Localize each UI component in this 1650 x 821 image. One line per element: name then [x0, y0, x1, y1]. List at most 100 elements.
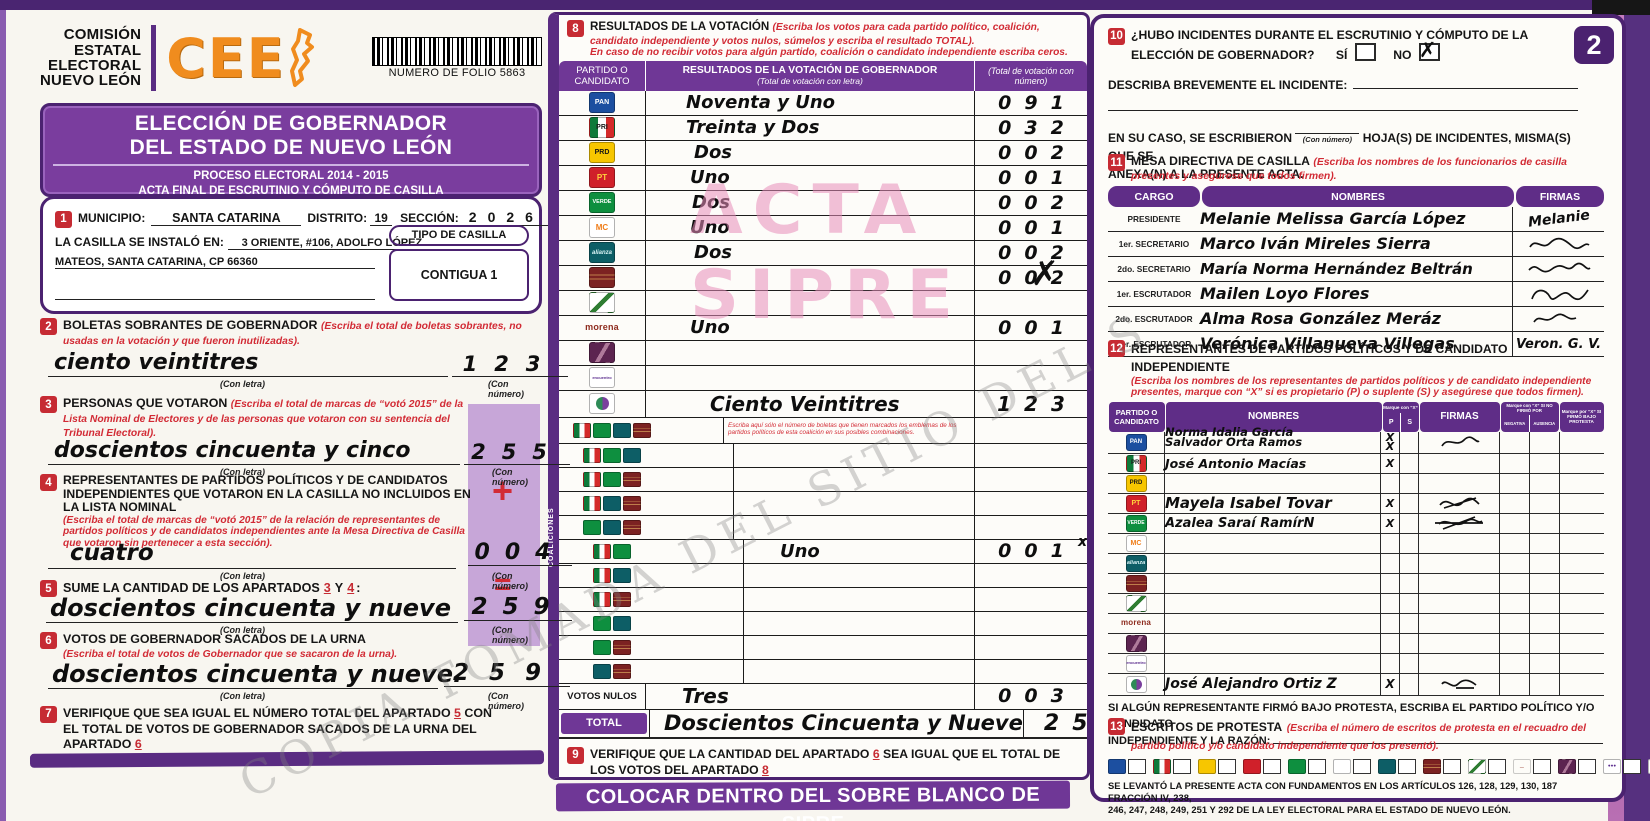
votes-numero[interactable]: 001: [998, 166, 1077, 189]
ausencia-cell[interactable]: [1529, 613, 1559, 633]
section4-letra-line[interactable]: [48, 568, 456, 569]
official-name[interactable]: Alma Rosa González Meráz: [1200, 309, 1441, 328]
official-name[interactable]: Melanie Melissa García López: [1200, 209, 1466, 228]
direccion-2[interactable]: MATEOS, SANTA CATARINA, CP 66360: [55, 256, 375, 269]
p-cell[interactable]: [1380, 613, 1399, 633]
negativa-cell[interactable]: [1499, 513, 1529, 533]
section3-letra-line[interactable]: [48, 464, 460, 465]
s-cell[interactable]: [1399, 613, 1418, 633]
incidente-blank-1[interactable]: [1353, 76, 1578, 89]
s-cell[interactable]: [1399, 553, 1418, 573]
section4-con-numero[interactable]: 004: [468, 540, 572, 566]
firma-cell[interactable]: [1512, 307, 1604, 331]
rep-name[interactable]: Norma Idalia García: [1165, 424, 1294, 439]
negativa-cell[interactable]: [1499, 653, 1529, 673]
protesta-cell[interactable]: [1559, 533, 1604, 553]
ausencia-cell[interactable]: [1529, 553, 1559, 573]
protesta-blank[interactable]: [1273, 733, 1604, 744]
ausencia-cell[interactable]: [1529, 513, 1559, 533]
protesta-cell[interactable]: [1559, 453, 1604, 473]
negativa-cell[interactable]: [1499, 453, 1529, 473]
municipio-value[interactable]: SANTA CATARINA: [151, 211, 302, 226]
negativa-cell[interactable]: [1499, 553, 1529, 573]
section5-con-letra[interactable]: doscientos cincuenta y nueve: [50, 594, 451, 622]
firma-cell[interactable]: [1418, 633, 1499, 653]
direccion-1[interactable]: 3 ORIENTE, #106, ADOLFO LÓPEZ: [227, 237, 436, 250]
s-cell[interactable]: [1399, 513, 1418, 533]
protesta-count-box[interactable]: [1308, 759, 1326, 774]
ausencia-cell[interactable]: [1529, 493, 1559, 513]
protesta-count-box[interactable]: [1173, 759, 1191, 774]
protesta-cell[interactable]: [1559, 593, 1604, 613]
p-cell[interactable]: X: [1380, 513, 1399, 533]
s-cell[interactable]: [1399, 673, 1418, 695]
official-name[interactable]: Verónica Villanueva Villegas: [1200, 334, 1455, 353]
negativa-cell[interactable]: [1499, 431, 1529, 453]
votes-letra[interactable]: Treinta y Dos: [686, 117, 820, 139]
s-cell[interactable]: [1399, 573, 1418, 593]
votes-numero[interactable]: 001: [998, 216, 1077, 239]
p-cell[interactable]: X: [1380, 673, 1399, 695]
votes-letra[interactable]: Dos: [694, 142, 733, 164]
protesta-count-box[interactable]: [1488, 759, 1506, 774]
s-cell[interactable]: [1399, 473, 1418, 493]
votes-numero[interactable]: 123: [997, 391, 1078, 416]
votes-letra[interactable]: Tres: [682, 684, 729, 709]
votes-numero[interactable]: 032: [998, 116, 1077, 139]
protesta-count-box[interactable]: [1578, 759, 1596, 774]
firma-cell[interactable]: Melanie: [1512, 207, 1604, 231]
protesta-cell[interactable]: [1559, 473, 1604, 493]
negativa-cell[interactable]: [1499, 573, 1529, 593]
ausencia-cell[interactable]: [1529, 473, 1559, 493]
protesta-count-box[interactable]: [1443, 759, 1461, 774]
firma-cell[interactable]: [1418, 653, 1499, 673]
rep-name[interactable]: José Antonio Macías: [1165, 455, 1307, 471]
votes-numero[interactable]: 002: [998, 191, 1077, 214]
p-cell[interactable]: [1380, 593, 1399, 613]
p-cell[interactable]: [1380, 553, 1399, 573]
votes-letra[interactable]: Dos: [694, 242, 733, 264]
section4-con-letra[interactable]: cuatro: [70, 540, 154, 566]
protesta-count-box[interactable]: [1353, 759, 1371, 774]
section5-con-numero[interactable]: 259: [464, 594, 572, 621]
section6-con-letra[interactable]: doscientos cincuenta y nueve.: [52, 660, 463, 688]
p-cell[interactable]: [1380, 633, 1399, 653]
protesta-count-box[interactable]: [1398, 759, 1416, 774]
firma-cell[interactable]: [1418, 533, 1499, 553]
votes-letra[interactable]: Ciento Veintitres: [710, 391, 900, 416]
protesta-cell[interactable]: [1559, 573, 1604, 593]
protesta-cell[interactable]: [1559, 513, 1604, 533]
ausencia-cell[interactable]: [1529, 633, 1559, 653]
firma-cell[interactable]: [1418, 453, 1499, 473]
p-cell[interactable]: [1380, 573, 1399, 593]
votes-letra[interactable]: Uno: [690, 167, 730, 189]
negativa-cell[interactable]: [1499, 593, 1529, 613]
p-cell[interactable]: X: [1380, 453, 1399, 473]
firma-cell[interactable]: [1418, 513, 1499, 533]
official-name[interactable]: María Norma Hernández Beltrán: [1200, 259, 1473, 278]
section3-con-numero[interactable]: 255: [464, 440, 570, 465]
votes-numero[interactable]: 002: [998, 266, 1077, 289]
votes-letra[interactable]: Doscientos Cincuenta y Nueve: [664, 711, 1023, 736]
negativa-cell[interactable]: [1499, 673, 1529, 695]
negativa-cell[interactable]: [1499, 533, 1529, 553]
section2-con-numero[interactable]: 123: [452, 352, 568, 377]
votes-letra[interactable]: Noventa y Uno: [686, 92, 836, 114]
protesta-cell[interactable]: [1559, 613, 1604, 633]
votes-letra[interactable]: Uno: [690, 317, 730, 339]
votes-numero[interactable]: 001: [998, 316, 1077, 339]
protesta-cell[interactable]: [1559, 493, 1604, 513]
firma-cell[interactable]: [1512, 232, 1604, 256]
s-cell[interactable]: [1399, 431, 1418, 453]
firma-cell[interactable]: [1418, 593, 1499, 613]
firma-cell[interactable]: [1418, 431, 1499, 453]
votes-numero[interactable]: 091: [998, 91, 1077, 114]
section2-con-letra[interactable]: ciento veintitres: [54, 350, 259, 375]
protesta-count-box[interactable]: [1128, 759, 1146, 774]
p-cell[interactable]: X: [1380, 493, 1399, 513]
s-cell[interactable]: [1399, 493, 1418, 513]
section5-letra-line[interactable]: [46, 622, 458, 623]
ausencia-cell[interactable]: [1529, 431, 1559, 453]
no-checkbox[interactable]: ✗: [1418, 38, 1440, 62]
